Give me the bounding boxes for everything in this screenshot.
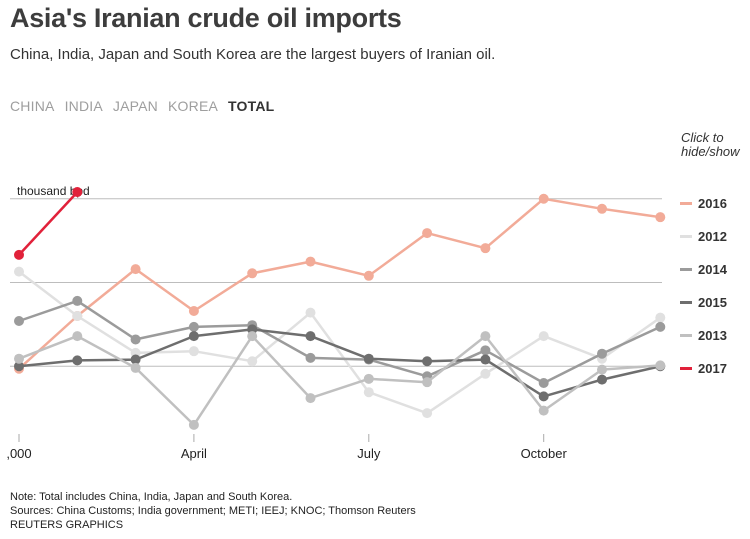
- point-2015-11: [597, 374, 607, 385]
- legend-hint: Click to hide/show: [681, 130, 740, 159]
- point-2013-7: [363, 373, 374, 384]
- point-2014-10: [538, 378, 549, 388]
- point-2012-5: [247, 356, 258, 367]
- legend-swatch-2013: [680, 334, 692, 337]
- legend-label-2015: 2015: [698, 295, 727, 310]
- legend-label-2017: 2017: [698, 361, 727, 376]
- legend-item-2015[interactable]: 2015: [680, 286, 727, 319]
- point-2016-9: [480, 243, 491, 254]
- point-2014-12: [655, 321, 666, 332]
- point-2014-3: [130, 334, 141, 345]
- x-tick-label-0: ,000: [6, 446, 31, 461]
- point-2013-2: [72, 331, 83, 342]
- point-2015-2: [72, 355, 83, 366]
- tab-korea[interactable]: KOREA: [168, 98, 219, 114]
- point-2013-6: [305, 393, 316, 404]
- point-2015-4: [188, 331, 199, 342]
- point-2013-1: [14, 353, 24, 364]
- legend-item-2017[interactable]: 2017: [680, 352, 727, 385]
- point-2016-4: [188, 305, 199, 316]
- point-2016-11: [597, 203, 607, 214]
- legend-swatch-2015: [680, 301, 692, 304]
- point-2012-4: [188, 346, 199, 357]
- footer: Note: Total includes China, India, Japan…: [10, 490, 416, 532]
- tab-china[interactable]: CHINA: [10, 98, 55, 114]
- series-line-2012: [18, 270, 662, 415]
- legend-label-2014: 2014: [698, 262, 727, 277]
- series-line-2015: [18, 328, 661, 398]
- legend-swatch-2014: [680, 268, 692, 271]
- chart-subtitle: China, India, Japan and South Korea are …: [10, 46, 496, 63]
- point-2013-12: [655, 360, 666, 371]
- point-2013-9: [480, 331, 491, 342]
- footer-credit: REUTERS GRAPHICS: [10, 519, 124, 531]
- legend-item-2014[interactable]: 2014: [680, 253, 727, 286]
- tab-japan[interactable]: JAPAN: [112, 98, 158, 114]
- point-2017-2: [72, 187, 83, 198]
- series-line-2017: [18, 191, 79, 256]
- footer-note: Note: Total includes China, India, Japan…: [10, 491, 293, 503]
- point-2012-6: [305, 307, 316, 318]
- y-axis-label: thousand bpd: [17, 184, 90, 198]
- legend: 2016 2012 2014 2015 2013 2017: [680, 187, 727, 385]
- legend-label-2016: 2016: [698, 196, 727, 211]
- point-2012-8: [422, 408, 433, 419]
- legend-item-2013[interactable]: 2013: [680, 319, 727, 352]
- point-2012-1: [14, 266, 24, 277]
- point-2014-9: [480, 345, 491, 356]
- point-2016-3: [130, 264, 141, 275]
- country-tabs: CHINA INDIA JAPAN KOREA TOTAL: [10, 98, 274, 114]
- point-2016-5: [247, 268, 258, 279]
- legend-item-2016[interactable]: 2016: [680, 187, 727, 220]
- point-2012-9: [480, 368, 491, 379]
- point-2016-7: [363, 270, 374, 281]
- legend-swatch-2012: [680, 235, 692, 238]
- point-2013-8: [422, 377, 433, 388]
- tab-total[interactable]: TOTAL: [228, 98, 275, 114]
- legend-label-2012: 2012: [698, 229, 727, 244]
- legend-item-2012[interactable]: 2012: [680, 220, 727, 253]
- point-2014-6: [305, 352, 316, 363]
- point-2013-5: [247, 331, 258, 342]
- point-2015-8: [422, 356, 433, 367]
- point-2016-6: [305, 256, 316, 267]
- point-2015-10: [538, 391, 549, 402]
- point-2013-3: [130, 362, 141, 373]
- point-2016-12: [655, 212, 666, 223]
- line-chart: thousand bpd ,000 April July October: [6, 184, 666, 461]
- series-line-2013: [18, 334, 661, 427]
- point-2012-12: [655, 312, 666, 323]
- tab-india[interactable]: INDIA: [64, 98, 103, 114]
- point-2014-2: [72, 295, 83, 306]
- chart-title: Asia's Iranian crude oil imports: [10, 3, 402, 33]
- x-tick-label-3: October: [521, 446, 568, 461]
- point-2015-1: [14, 361, 24, 372]
- point-2015-3: [130, 354, 141, 365]
- x-tick-label-1: April: [181, 446, 207, 461]
- x-tick-label-2: July: [357, 446, 381, 461]
- point-2013-11: [597, 364, 607, 375]
- point-2012-7: [363, 387, 374, 398]
- point-2014-1: [14, 316, 24, 327]
- point-2016-8: [422, 228, 433, 239]
- point-2012-2: [72, 311, 83, 321]
- legend-swatch-2017: [680, 367, 692, 370]
- point-2014-11: [597, 348, 607, 359]
- series-line-2016: [18, 197, 661, 370]
- point-2014-4: [188, 321, 199, 332]
- legend-label-2013: 2013: [698, 328, 727, 343]
- footer-sources: Sources: China Customs; India government…: [10, 505, 416, 517]
- legend-swatch-2016: [680, 202, 692, 205]
- point-2013-10: [538, 405, 549, 416]
- point-2013-4: [188, 419, 199, 430]
- series-line-2014: [18, 299, 661, 385]
- point-2012-10: [538, 331, 549, 342]
- point-2015-7: [363, 353, 374, 364]
- point-2015-6: [305, 331, 316, 342]
- point-2015-9: [480, 354, 491, 365]
- point-2016-10: [538, 193, 549, 204]
- point-2017-1: [14, 249, 24, 260]
